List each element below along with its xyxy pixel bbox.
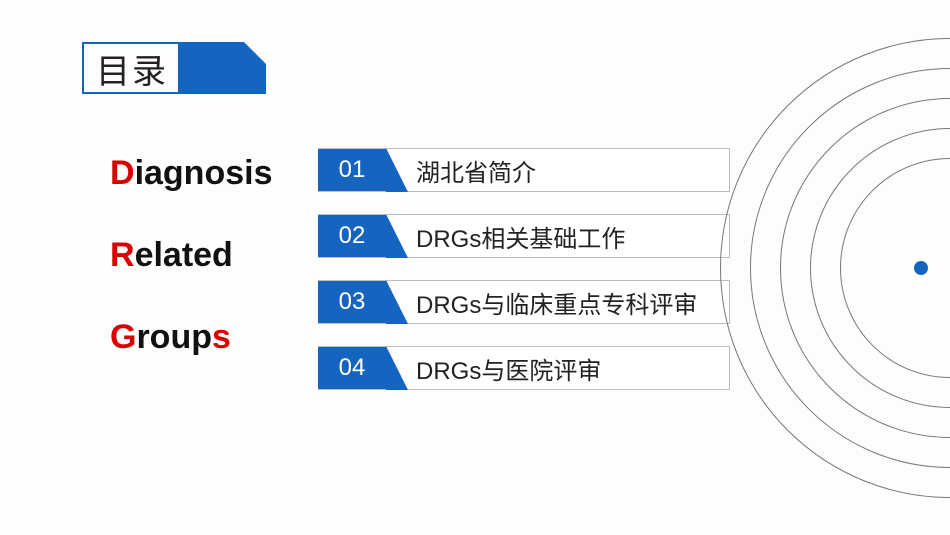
slide: 目录 Diagnosis Related Groups 01 湖北省简介 02 …	[0, 0, 950, 535]
drg-initial: R	[110, 236, 135, 274]
drg-word-groups: Groups	[110, 320, 273, 354]
drg-acronym: Diagnosis Related Groups	[110, 156, 273, 402]
drg-word-diagnosis: Diagnosis	[110, 156, 273, 190]
toc-triangle	[386, 280, 408, 324]
toc-label: DRGs与临床重点专科评审	[416, 285, 697, 320]
toc-item-1: 01 湖北省简介	[318, 148, 730, 192]
toc-triangle	[386, 214, 408, 258]
toc-list: 01 湖北省简介 02 DRGs相关基础工作 03 DRGs与临床重点专科评审 …	[318, 148, 730, 412]
toc-num: 04	[318, 347, 386, 389]
toc-item-4: 04 DRGs与医院评审	[318, 346, 730, 390]
toc-num: 01	[318, 149, 386, 191]
drg-initial: D	[110, 154, 135, 192]
drg-word-related: Related	[110, 238, 273, 272]
drg-initial: G	[110, 318, 136, 356]
toc-label: DRGs与医院评审	[416, 351, 601, 386]
drg-rest: iagnosis	[135, 154, 273, 192]
drg-trailing: s	[212, 318, 231, 356]
toc-num: 02	[318, 215, 386, 257]
drg-mid: roup	[136, 318, 212, 356]
toc-triangle	[386, 346, 408, 390]
drg-rest: elated	[135, 236, 233, 274]
toc-triangle	[386, 148, 408, 192]
accent-dot	[914, 261, 928, 275]
toc-num: 03	[318, 281, 386, 323]
toc-item-3: 03 DRGs与临床重点专科评审	[318, 280, 730, 324]
toc-item-2: 02 DRGs相关基础工作	[318, 214, 730, 258]
toc-label: 湖北省简介	[416, 153, 536, 188]
toc-label: DRGs相关基础工作	[416, 219, 625, 254]
title-notch	[244, 42, 266, 64]
title-box: 目录	[82, 42, 266, 94]
title-text: 目录	[84, 44, 178, 92]
title-accent-block	[178, 44, 264, 92]
